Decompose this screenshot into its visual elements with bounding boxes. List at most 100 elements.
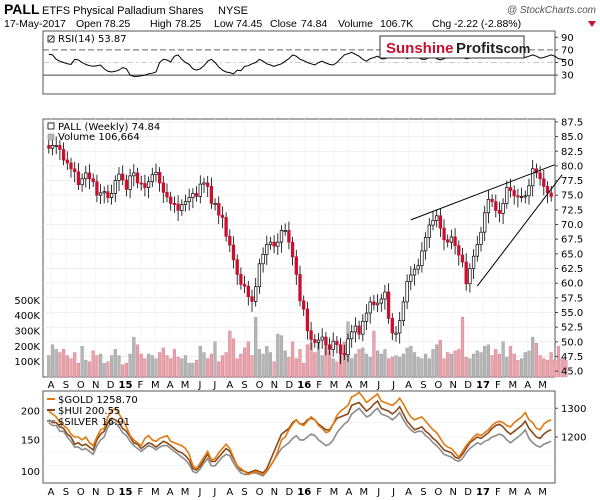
- volume-bar: [460, 317, 465, 378]
- price-tick-label: 50.0: [561, 337, 583, 348]
- candle-body: [228, 235, 232, 246]
- volume-bar: [102, 363, 106, 378]
- candle-body: [346, 338, 350, 356]
- volume-bar: [305, 344, 309, 378]
- candle-body: [468, 268, 472, 285]
- volume-bar: [132, 336, 136, 378]
- volume-bar: [257, 349, 261, 378]
- volume-bar: [564, 359, 568, 378]
- candle-body: [87, 172, 92, 180]
- volume-bar: [98, 353, 103, 378]
- volume-bar: [553, 359, 557, 378]
- candle-body: [272, 241, 276, 247]
- x-tick-label: A: [226, 487, 233, 498]
- volume-bar: [501, 341, 505, 378]
- volume-bar: [84, 359, 88, 378]
- price-tick-label: 72.5: [561, 205, 583, 216]
- candle-body: [254, 286, 258, 302]
- candle-body: [438, 215, 443, 229]
- candle-body: [342, 353, 346, 356]
- comparison-right-tick-label: 1300: [561, 404, 586, 415]
- high-label: High: [150, 18, 172, 30]
- candle-body: [523, 195, 527, 198]
- x-tick-label: M: [151, 487, 160, 498]
- candle-body: [383, 291, 387, 300]
- volume-bar: [435, 344, 439, 378]
- candle-body: [261, 254, 265, 265]
- candle-body: [516, 195, 520, 198]
- price-title: PALL (Weekly) 74.84: [58, 122, 160, 133]
- x-tick-label: M: [181, 487, 190, 498]
- price-candles: [47, 136, 553, 365]
- candle-body: [368, 301, 372, 314]
- x-tick-label: 15: [119, 487, 133, 498]
- volume-bar: [453, 350, 457, 378]
- rsi-title-group: RSI(14) 53.87: [47, 34, 127, 45]
- volume-bar: [479, 352, 483, 378]
- symbol: PALL: [4, 1, 40, 17]
- volume-bar: [560, 358, 564, 378]
- x-tick-label: A: [345, 487, 352, 498]
- volume-bar: [76, 363, 80, 378]
- chg-label: Chg: [432, 18, 451, 30]
- candle-body: [128, 175, 132, 190]
- trendlines: [410, 164, 563, 287]
- candle-body: [316, 339, 321, 343]
- candle-body: [446, 239, 450, 243]
- volume-bar: [368, 356, 372, 378]
- volume-bar: [87, 361, 92, 378]
- volume-bar: [350, 358, 354, 378]
- volume-bar: [309, 343, 313, 378]
- candle-body: [80, 178, 84, 186]
- volume-bar: [121, 364, 125, 378]
- candle-body: [242, 284, 247, 287]
- x-tick-label: J: [198, 487, 202, 498]
- rsi-title: RSI(14) 53.87: [58, 34, 127, 45]
- volume-title: Volume 106,664: [58, 132, 140, 143]
- price-y-ticks: 45.0 47.5 50.0 52.5 55.0 57.5 60.0 62.5 65.0 67.5…: [555, 117, 583, 378]
- volume-bar: [194, 359, 199, 378]
- candle-body: [298, 274, 302, 302]
- candle-body: [416, 265, 420, 270]
- volume-bar: [54, 349, 58, 378]
- candle-body: [412, 268, 417, 276]
- volume-bar: [556, 346, 561, 378]
- candle-body: [427, 224, 431, 238]
- volume-bar: [357, 349, 361, 378]
- candle-body: [154, 172, 158, 176]
- candle-body: [409, 274, 413, 282]
- volume-bar: [390, 356, 394, 378]
- price-tick-label: 87.5: [561, 117, 583, 128]
- price-tick-label: 57.5: [561, 293, 583, 304]
- candle-body: [457, 245, 461, 256]
- candle-body: [519, 196, 524, 198]
- x-tick-label: J: [376, 380, 380, 391]
- x-tick-label: D: [107, 487, 115, 498]
- volume-bar: [298, 349, 302, 378]
- down-arrow-icon: [588, 21, 596, 27]
- volume-bar: [242, 347, 247, 378]
- x-tick-label: A: [524, 487, 531, 498]
- candle-body: [165, 191, 169, 198]
- candle-body: [331, 340, 335, 350]
- volume-bar: [331, 358, 335, 378]
- price-panel: [42, 118, 556, 378]
- volume-bar: [224, 352, 228, 378]
- candle-body: [287, 230, 291, 243]
- candle-body: [527, 185, 531, 197]
- x-tick-label: F: [138, 487, 144, 498]
- volume-bar: [209, 353, 213, 378]
- candle-body: [460, 254, 465, 263]
- candle-body: [431, 220, 435, 226]
- x-tick-label: D: [285, 380, 293, 391]
- open-value: 78.25: [104, 18, 130, 30]
- comparison-line: [48, 407, 552, 477]
- volume-bar: [464, 356, 468, 378]
- comparison-legend: $GOLD 1258.70 $HUI 200.55 $SILVER 16.91: [47, 395, 138, 428]
- candle-body: [420, 250, 424, 266]
- volume-bar: [113, 349, 117, 378]
- candle-body: [475, 244, 479, 257]
- candle-body: [135, 172, 140, 184]
- candle-body: [65, 159, 69, 164]
- candle-body: [350, 331, 354, 340]
